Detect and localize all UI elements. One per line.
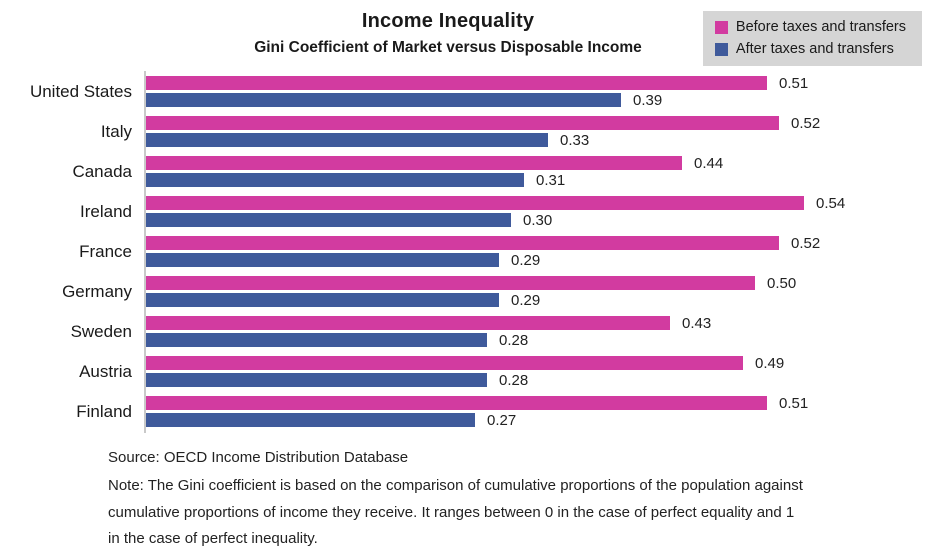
country-row: Germany 0.50 0.29 [0, 274, 946, 309]
bar-before-taxes [146, 356, 743, 370]
bar-after-taxes [146, 133, 548, 147]
bar-line: 0.49 [146, 354, 785, 372]
country-bars: 0.49 0.28 [146, 354, 785, 389]
value-label: 0.30 [523, 211, 553, 229]
bar-after-taxes [146, 173, 524, 187]
country-bars: 0.50 0.29 [146, 274, 797, 309]
bar-after-taxes [146, 333, 487, 347]
bar-line: 0.28 [146, 371, 784, 389]
bar-before-taxes [146, 276, 755, 290]
bar-line: 0.31 [146, 171, 723, 189]
page-title: Income Inequality [361, 10, 535, 32]
bar-line: 0.33 [146, 131, 820, 149]
value-label: 0.43 [682, 314, 712, 332]
bar-line: 0.39 [146, 91, 808, 109]
country-bars: 0.52 0.33 [146, 114, 821, 149]
note-text: Note: The Gini coefficient is based on t… [108, 477, 803, 547]
legend-label-after: After taxes and transfers [735, 41, 894, 57]
bar-line: 0.43 [146, 314, 712, 332]
bar-line: 0.54 [146, 194, 846, 212]
bar-before-taxes [146, 116, 779, 130]
country-row: United States 0.51 0.39 [0, 74, 946, 109]
country-row: Ireland 0.54 0.30 [0, 194, 946, 229]
value-label: 0.51 [779, 74, 809, 92]
country-row: Sweden 0.43 0.28 [0, 314, 946, 349]
bar-before-taxes [146, 156, 682, 170]
bar-line: 0.51 [146, 394, 809, 412]
country-row: France 0.52 0.29 [0, 234, 946, 269]
country-label: Italy [100, 121, 132, 141]
chart-header: Income Inequality Gini Coefficient of Ma… [0, 10, 946, 57]
bar-line: 0.50 [146, 274, 797, 292]
bar-line: 0.51 [146, 74, 809, 92]
plot-area: United States 0.51 0.39 Italy 0.52 0.33 Canada… [0, 71, 946, 433]
bar-before-taxes [146, 196, 804, 210]
bar-before-taxes [146, 316, 670, 330]
bar-line: 0.30 [146, 211, 845, 229]
country-label: Canada [72, 161, 132, 181]
bar-line: 0.52 [146, 234, 821, 252]
value-label: 0.52 [791, 114, 821, 132]
value-label: 0.28 [499, 371, 529, 389]
bar-after-taxes [146, 413, 475, 427]
bar-before-taxes [146, 236, 779, 250]
legend-item-after: After taxes and transfers [714, 41, 906, 57]
country-bars: 0.52 0.29 [146, 234, 821, 269]
value-label: 0.31 [536, 171, 566, 189]
y-axis-line [144, 71, 146, 433]
country-label: Sweden [70, 321, 132, 341]
country-bars: 0.54 0.30 [146, 194, 846, 229]
bar-line: 0.52 [146, 114, 821, 132]
country-label: Ireland [80, 201, 132, 221]
legend-item-before: Before taxes and transfers [714, 19, 906, 35]
country-label: France [79, 241, 132, 261]
bar-line: 0.27 [146, 411, 808, 429]
value-label: 0.29 [511, 251, 541, 269]
bar-line: 0.44 [146, 154, 724, 172]
value-label: 0.51 [779, 394, 809, 412]
country-row: Italy 0.52 0.33 [0, 114, 946, 149]
bar-line: 0.29 [146, 251, 820, 269]
value-label: 0.39 [633, 91, 663, 109]
value-label: 0.44 [694, 154, 724, 172]
value-label: 0.52 [791, 234, 821, 252]
country-bars: 0.51 0.39 [146, 74, 809, 109]
bar-after-taxes [146, 93, 621, 107]
bar-after-taxes [146, 213, 511, 227]
value-label: 0.28 [499, 331, 529, 349]
value-label: 0.50 [767, 274, 797, 292]
chart-subtitle: Gini Coefficient of Market versus Dispos… [254, 39, 642, 56]
bar-after-taxes [146, 373, 487, 387]
country-label: Austria [79, 361, 132, 381]
value-label: 0.49 [755, 354, 785, 372]
value-label: 0.29 [511, 291, 541, 309]
legend: Before taxes and transfers After taxes a… [702, 11, 922, 66]
source-text: Source: OECD Income Distribution Databas… [108, 449, 409, 466]
legend-label-before: Before taxes and transfers [735, 19, 906, 35]
chart-footer: Source: OECD Income Distribution Databas… [108, 446, 808, 552]
country-label: Finland [76, 401, 132, 421]
value-label: 0.33 [560, 131, 590, 149]
country-label: Germany [62, 281, 132, 301]
bar-after-taxes [146, 253, 499, 267]
country-label: United States [29, 81, 132, 101]
country-bars: 0.43 0.28 [146, 314, 712, 349]
value-label: 0.27 [487, 411, 517, 429]
bar-before-taxes [146, 76, 767, 90]
bar-line: 0.28 [146, 331, 711, 349]
country-row: Finland 0.51 0.27 [0, 394, 946, 429]
value-label: 0.54 [816, 194, 846, 212]
country-bars: 0.44 0.31 [146, 154, 724, 189]
bar-line: 0.29 [146, 291, 796, 309]
bar-before-taxes [146, 396, 767, 410]
legend-swatch-before-icon [714, 20, 728, 34]
country-row: Austria 0.49 0.28 [0, 354, 946, 389]
bar-after-taxes [146, 293, 499, 307]
country-bars: 0.51 0.27 [146, 394, 809, 429]
country-row: Canada 0.44 0.31 [0, 154, 946, 189]
legend-swatch-after-icon [714, 42, 728, 56]
